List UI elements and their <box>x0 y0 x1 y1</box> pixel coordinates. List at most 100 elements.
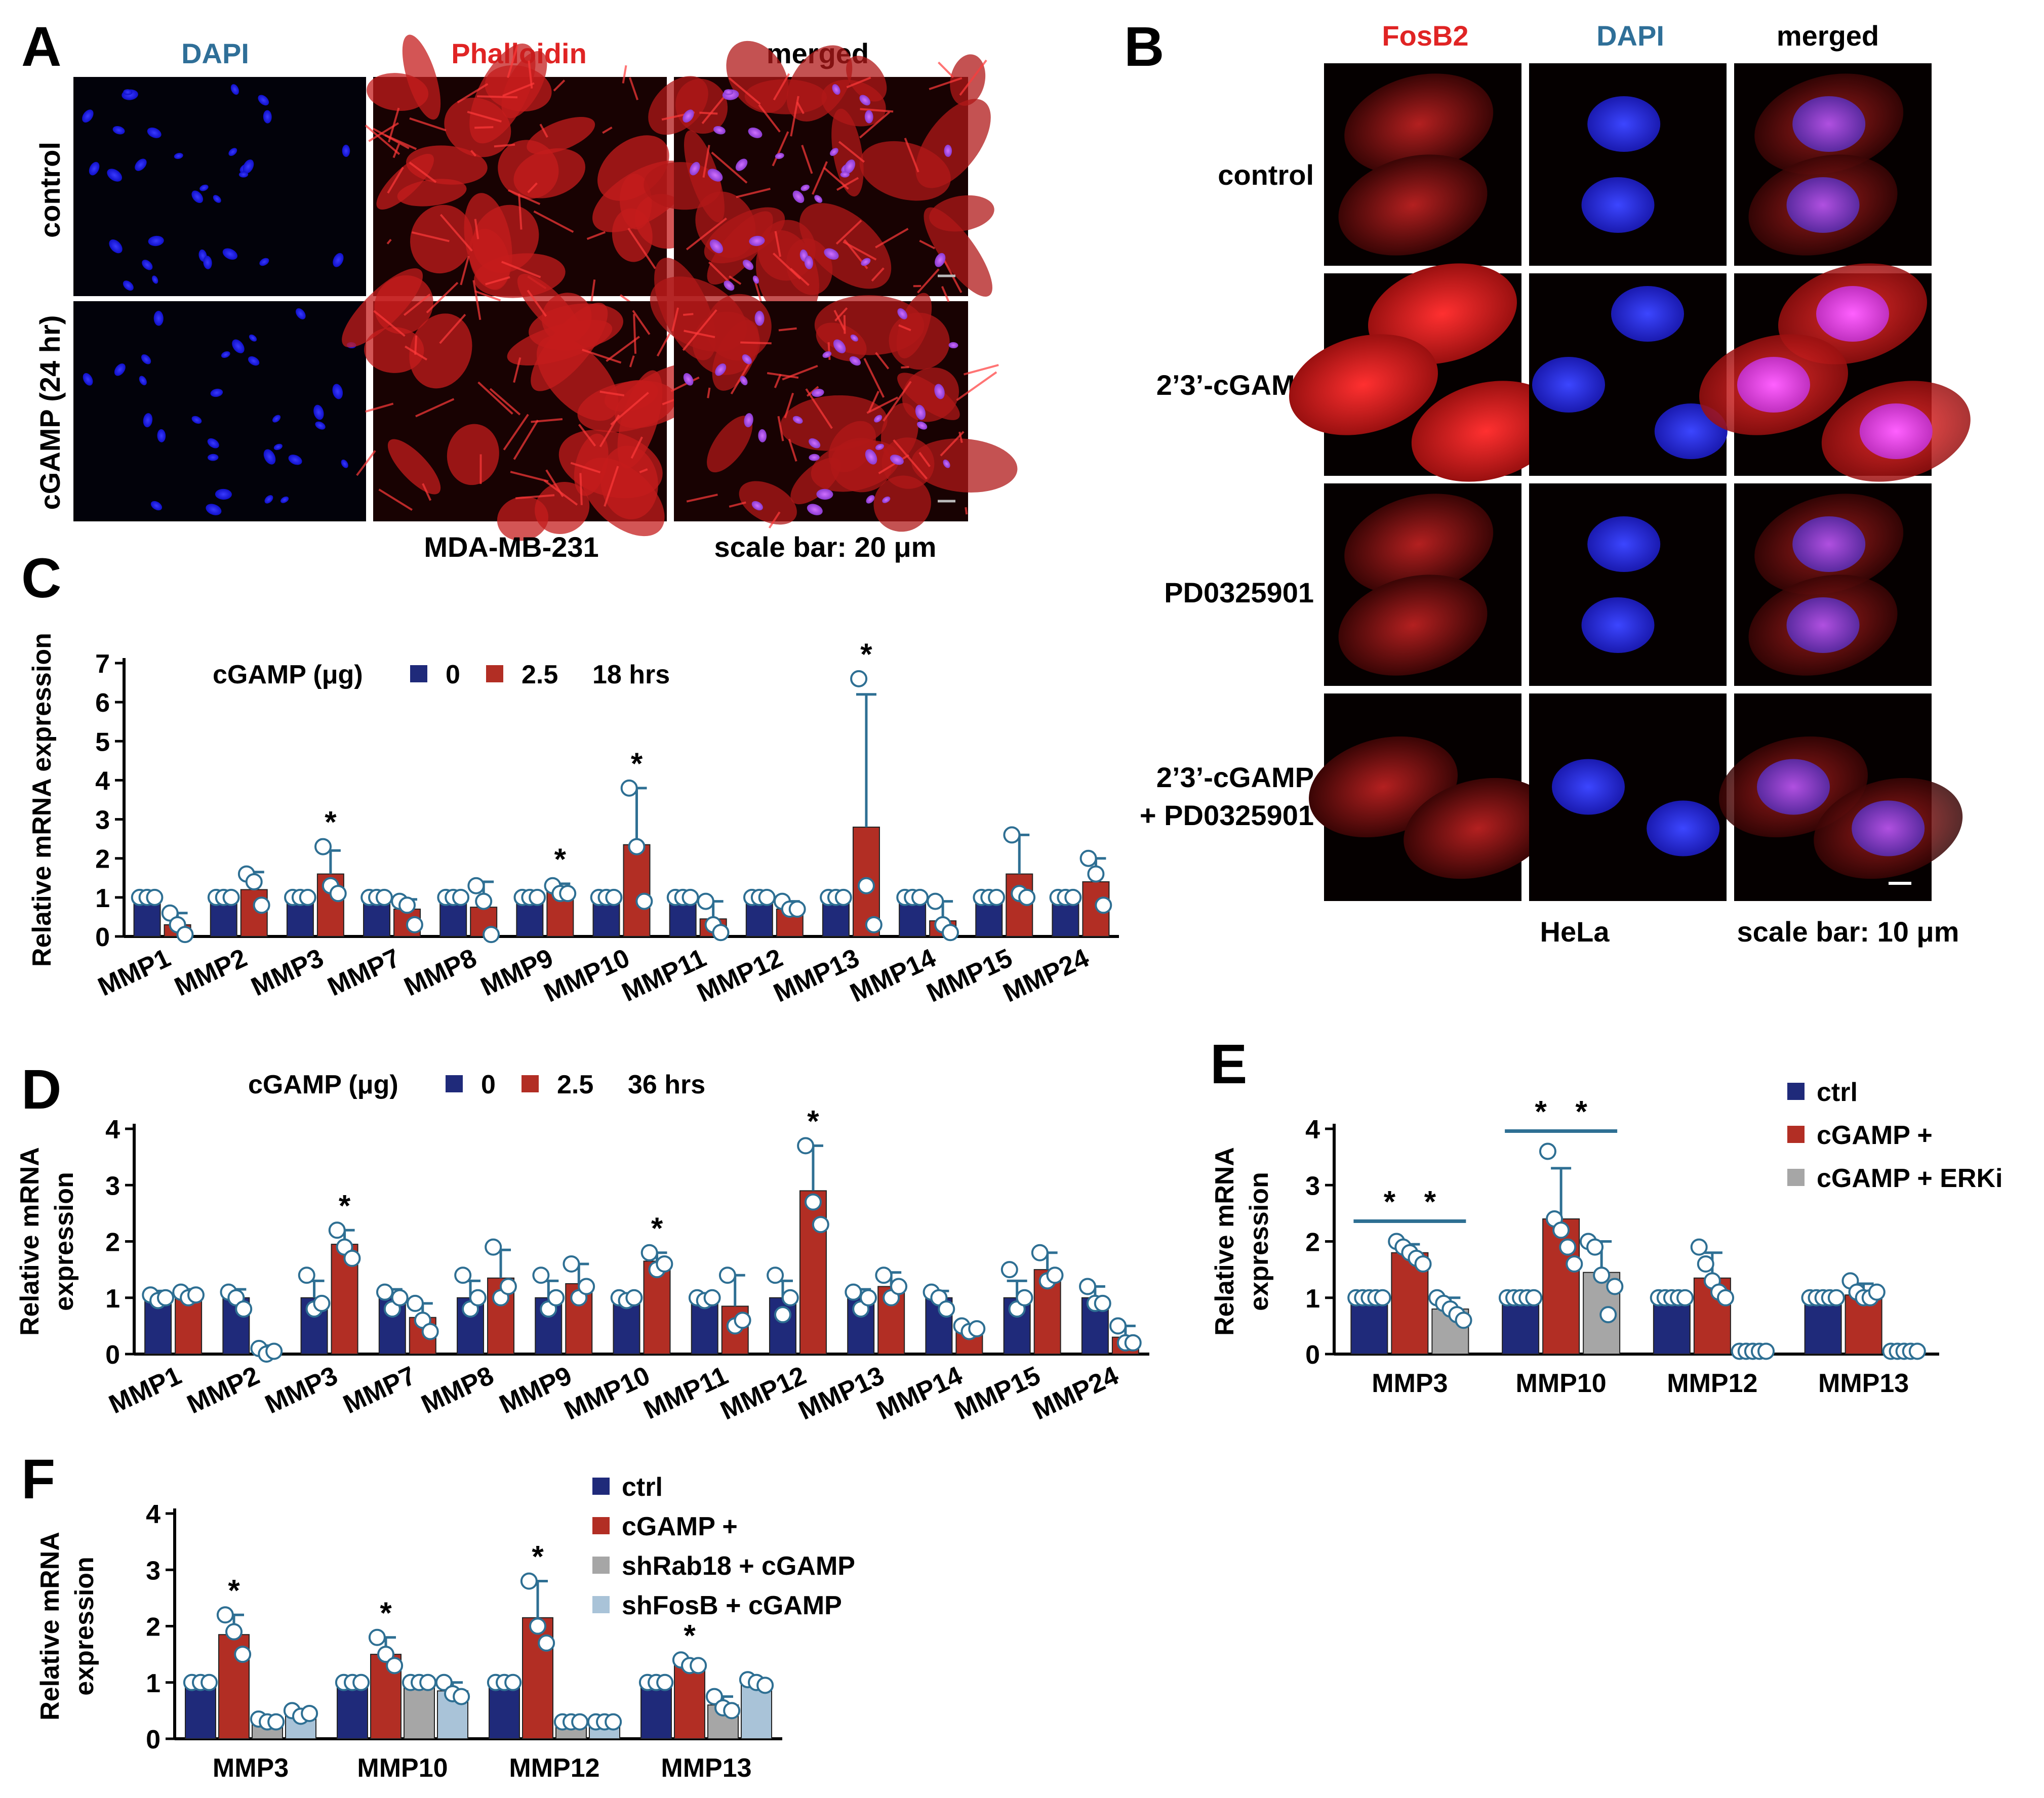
y-tick-label: 4 <box>105 1115 120 1145</box>
significance-star: * <box>684 1618 696 1652</box>
nucleus <box>865 449 877 465</box>
nucleus <box>948 342 958 349</box>
nucleus <box>259 258 269 266</box>
y-axis-label: Relative mRNA expression <box>27 633 57 967</box>
nucleus <box>882 496 891 503</box>
x-tick-label: MMP8 <box>417 1361 498 1419</box>
fosb2-cell <box>1411 381 1560 482</box>
nucleus <box>775 153 784 159</box>
actin-cell <box>397 179 467 207</box>
nucleus <box>333 253 344 267</box>
actin-fiber <box>439 214 473 252</box>
actin-fiber <box>707 387 711 398</box>
actin-fiber <box>774 231 781 257</box>
actin-cell <box>536 336 619 421</box>
bar <box>337 1682 368 1739</box>
data-point <box>529 1617 546 1635</box>
actin-fiber <box>919 239 936 250</box>
legend-swatch <box>592 1557 610 1574</box>
nucleus <box>840 171 850 178</box>
nucleus <box>123 89 133 95</box>
nucleus <box>1786 177 1860 233</box>
data-point <box>1586 1238 1604 1256</box>
bar <box>640 1682 672 1739</box>
nucleus <box>109 239 123 254</box>
bar <box>877 1286 905 1355</box>
actin-cell <box>619 174 652 230</box>
actin-fiber <box>414 335 418 355</box>
y-tick-label: 0 <box>1305 1340 1320 1370</box>
data-point <box>1079 849 1097 867</box>
nucleus <box>114 363 126 376</box>
data-point <box>620 779 638 797</box>
nucleus <box>792 190 805 203</box>
actin-cell <box>799 203 892 289</box>
data-point <box>398 896 416 914</box>
actin-fiber <box>632 310 651 335</box>
y-tick-label: 3 <box>1305 1171 1320 1201</box>
nucleus <box>213 195 221 203</box>
actin-fiber <box>474 219 479 239</box>
legend-label: shFosB + cGAMP <box>622 1591 842 1620</box>
panel-b-scale-bar-label: scale bar: 10 μm <box>1737 916 1959 948</box>
legend-swatch <box>446 1075 463 1092</box>
data-point <box>559 885 577 903</box>
nucleus <box>258 95 269 106</box>
data-point <box>245 873 263 890</box>
y-tick-label: 0 <box>146 1725 161 1754</box>
data-point <box>703 1289 721 1306</box>
actin-fiber <box>773 73 790 101</box>
actin-fiber <box>386 238 392 244</box>
data-point <box>1539 1142 1556 1160</box>
nucleus <box>944 144 952 157</box>
nucleus <box>148 235 164 247</box>
actin-fiber <box>415 398 455 418</box>
y-axis-label-line: Relative mRNA <box>15 1147 45 1336</box>
data-point <box>756 1677 774 1694</box>
y-axis-label-line: expression <box>70 1557 99 1696</box>
nucleus <box>230 84 239 95</box>
actin-cell <box>831 108 864 197</box>
actin-fiber <box>701 93 728 125</box>
y-tick-label: 6 <box>95 688 110 718</box>
data-point <box>253 896 270 914</box>
data-point <box>176 926 194 944</box>
panel-b-row-label-line: + PD0325901 <box>1140 799 1314 831</box>
actin-fiber <box>388 107 400 143</box>
actin-fiber <box>702 145 710 178</box>
x-tick-label: MMP7 <box>323 943 405 1002</box>
data-point <box>467 877 485 894</box>
actin-fiber <box>578 424 596 447</box>
legend-swatch <box>1787 1169 1805 1186</box>
nucleus <box>844 159 856 174</box>
actin-fiber <box>711 151 748 184</box>
legend-swatch <box>1787 1083 1805 1100</box>
panel-a-row-label-cgamp: cGAMP (24 hr) <box>34 315 66 510</box>
actin-fiber <box>639 468 648 473</box>
actin-fiber <box>918 452 931 467</box>
actin-fiber <box>365 125 400 155</box>
data-point <box>485 1238 502 1256</box>
data-point <box>1606 1278 1624 1295</box>
actin-fiber <box>699 111 718 115</box>
data-point <box>216 1606 234 1624</box>
nucleus <box>263 110 272 124</box>
y-tick-label: 2 <box>95 845 110 874</box>
nucleus <box>850 334 858 342</box>
actin-fiber <box>518 193 523 230</box>
x-tick-label: MMP12 <box>509 1753 599 1783</box>
data-point <box>758 888 776 906</box>
actin-fiber <box>527 182 538 193</box>
actin-fiber <box>683 313 694 316</box>
actin-fiber <box>801 145 813 174</box>
actin-cell <box>897 373 960 420</box>
actin-cell <box>911 438 1018 493</box>
data-point <box>1827 1289 1845 1306</box>
data-point <box>1717 1289 1735 1306</box>
nucleus <box>139 376 147 386</box>
fosb2-cell <box>1344 494 1494 595</box>
data-point <box>1908 1342 1926 1360</box>
data-point <box>1599 1306 1617 1324</box>
actin-fiber <box>365 402 394 413</box>
data-point <box>705 1688 723 1705</box>
